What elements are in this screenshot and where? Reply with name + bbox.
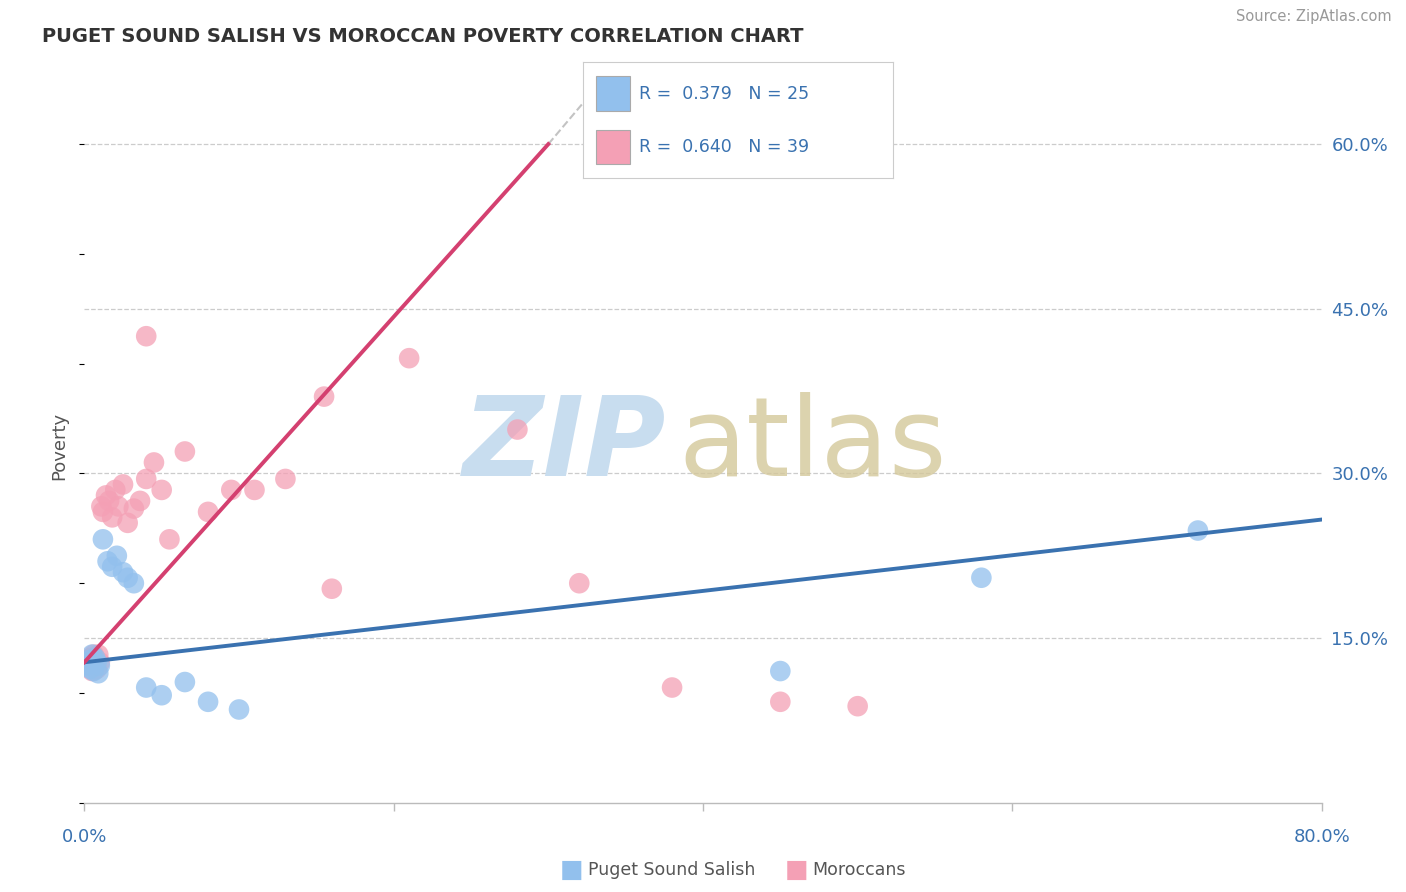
Point [846,699,869,714]
Text: 0.0%: 0.0% [62,828,107,846]
Point [228,702,250,716]
Point [77,653,100,667]
Point [970,571,993,585]
Point [79,662,101,676]
Text: atlas: atlas [678,392,946,500]
Point [75,655,97,669]
Point [91,505,114,519]
Point [1187,524,1209,538]
Point [76,658,98,673]
Point [150,483,173,497]
Point [94,488,117,502]
Point [104,483,127,497]
Point [107,500,129,514]
Point [769,664,792,678]
Point [83,648,105,662]
Text: ■: ■ [785,858,808,881]
Point [101,559,124,574]
Point [274,472,297,486]
Bar [596,77,630,112]
Point [174,675,197,690]
Point [112,566,135,580]
Point [82,664,104,678]
Point [75,655,97,669]
Point [398,351,420,366]
Point [506,423,529,437]
Point [91,533,114,547]
Point [86,655,108,669]
Point [122,501,145,516]
Point [98,494,121,508]
Text: R =  0.379   N = 25: R = 0.379 N = 25 [640,85,810,103]
Point [143,455,166,469]
Text: Moroccans: Moroccans [813,861,907,879]
Point [105,549,128,563]
Point [135,681,157,695]
Point [87,648,110,662]
Text: ZIP: ZIP [463,392,666,500]
Point [97,554,120,568]
Point [87,666,110,681]
Point [101,510,124,524]
Point [661,681,683,695]
Point [83,664,105,678]
Point [122,576,145,591]
Point [197,695,219,709]
Point [314,390,336,404]
Point [84,655,107,669]
Point [159,533,181,547]
Point [221,483,243,497]
Text: PUGET SOUND SALISH VS MOROCCAN POVERTY CORRELATION CHART: PUGET SOUND SALISH VS MOROCCAN POVERTY C… [42,27,804,45]
Text: ■: ■ [560,858,583,881]
Point [243,483,266,497]
Text: R =  0.640   N = 39: R = 0.640 N = 39 [640,138,810,156]
Text: 80.0%: 80.0% [1294,828,1350,846]
Point [112,477,135,491]
Point [129,494,152,508]
Point [135,329,157,343]
Point [197,505,219,519]
Text: Puget Sound Salish: Puget Sound Salish [588,861,755,879]
Point [174,444,197,458]
Point [321,582,343,596]
Point [76,653,98,667]
Point [89,658,111,673]
Point [79,651,101,665]
Point [89,655,111,669]
Point [117,571,139,585]
Bar [596,129,630,164]
Point [568,576,591,591]
Point [77,658,100,673]
Point [135,472,157,486]
Point [84,651,107,665]
Text: Source: ZipAtlas.com: Source: ZipAtlas.com [1236,9,1392,24]
Point [769,695,792,709]
Point [117,516,139,530]
Y-axis label: Poverty: Poverty [51,412,69,480]
Point [90,500,112,514]
Point [82,648,104,662]
Point [86,662,108,676]
Point [150,688,173,702]
